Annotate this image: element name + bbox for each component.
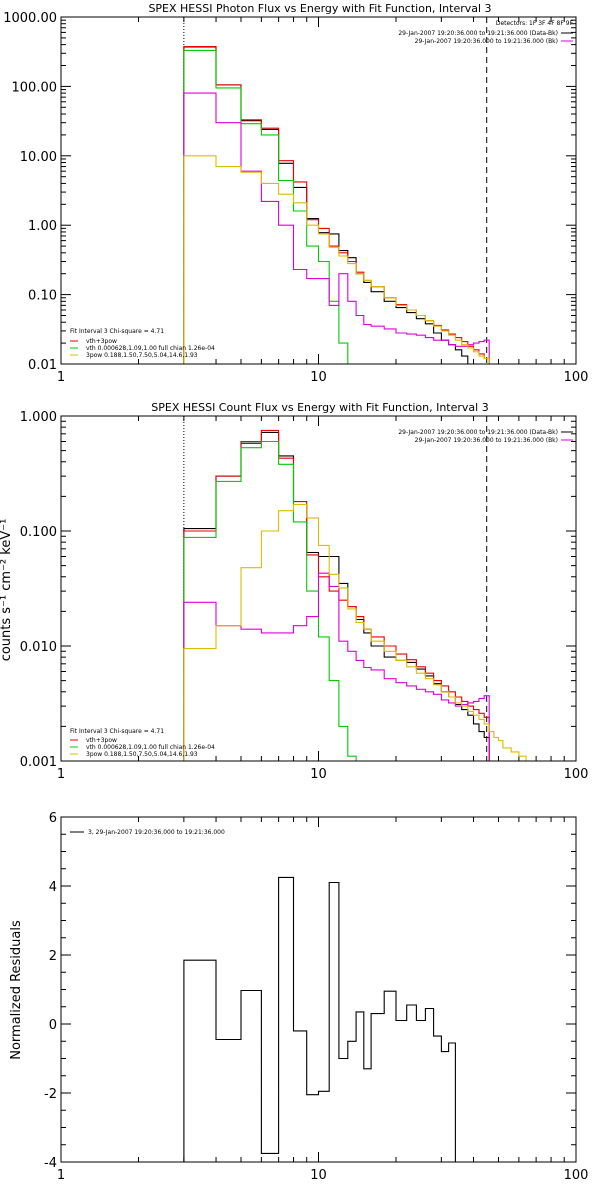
plot-frame xyxy=(60,16,577,365)
series-1-histogram xyxy=(183,46,499,365)
y-tick-label: 0.100 xyxy=(20,525,57,540)
fit-entry-3: 3pow 0.188,1.50,7.50,5.04,14.6,1.93 xyxy=(86,352,198,359)
residuals-chart: 1 10 100 -4 -2 0 2 4 6 Normalized Residuals 3, 2… xyxy=(9,811,588,1183)
residual-legend-text: 3, 29-Jan-2007 19:20:36.000 to 19:21:36.… xyxy=(88,829,225,836)
x-tick-label: 10 xyxy=(310,1168,327,1183)
chart-title: SPEX HESSI Photon Flux vs Energy with Fi… xyxy=(148,2,491,15)
fit-header-text: Fit Interval 3 Chi-square = 4.71 xyxy=(70,328,164,335)
x-tick-label: 1 xyxy=(57,370,65,385)
fit-entry-3: 3pow 0.188,1.50,7.50,5.04,14.6,1.93 xyxy=(86,751,198,758)
data-interval-text: 29-Jan-2007 19:20:36.000 to 19:21:36.000… xyxy=(398,30,558,37)
x-tick-label: 100 xyxy=(564,370,589,385)
x-tick-label: 10 xyxy=(310,767,327,782)
series-0-histogram xyxy=(183,46,499,365)
y-tick-label: 10.00 xyxy=(20,150,57,165)
series-1-histogram xyxy=(183,429,490,761)
y-tick-label: 0.001 xyxy=(20,755,57,770)
detectors-text: Detectors: 1F 3F 4F 8F 9F xyxy=(496,20,574,27)
plot-frame xyxy=(60,415,577,762)
y-tick-label: 1.000 xyxy=(20,410,57,425)
series-2-histogram xyxy=(183,440,357,761)
series-2-histogram xyxy=(183,49,349,364)
fit-entry-1: vth+3pow xyxy=(86,338,117,345)
bk-interval-text: 29-Jan-2007 19:20:36.000 to 19:21:36.000… xyxy=(415,38,558,45)
series-3-histogram xyxy=(183,572,490,761)
series-4-histogram xyxy=(183,503,540,762)
series-3-histogram xyxy=(183,92,490,364)
x-tick-label: 100 xyxy=(564,1168,589,1183)
series-0-histogram xyxy=(183,876,456,1162)
plot-frame xyxy=(60,816,577,1163)
y-tick-label: 0.010 xyxy=(20,640,57,655)
fit-entry-1: vth+3pow xyxy=(86,737,117,744)
y-tick-label: -2 xyxy=(44,1087,57,1102)
y-tick-label: 1.00 xyxy=(28,219,57,234)
y-tick-label: 0.10 xyxy=(28,289,57,304)
series-4-histogram xyxy=(183,155,503,365)
chart-title: SPEX HESSI Count Flux vs Energy with Fit… xyxy=(151,401,488,414)
y-tick-label: 4 xyxy=(49,880,57,895)
count-flux-chart: SPEX HESSI Count Flux vs Energy with Fit… xyxy=(0,401,588,782)
y-axis-label: counts s⁻¹ cm⁻² keV⁻¹ xyxy=(0,519,14,662)
fit-entry-2: vth 0.000628,1.09,1.00 full chian 1.26e-… xyxy=(86,345,215,352)
y-tick-label: 1000.00 xyxy=(3,11,57,26)
data-interval-text: 29-Jan-2007 19:20:36.000 to 19:21:36.000… xyxy=(398,429,558,436)
x-tick-label: 100 xyxy=(564,767,589,782)
x-tick-label: 10 xyxy=(310,370,327,385)
y-tick-label: 0 xyxy=(49,1018,57,1033)
bk-interval-text: 29-Jan-2007 19:20:36.000 to 19:21:36.000… xyxy=(415,437,558,444)
x-tick-label: 1 xyxy=(57,767,65,782)
y-tick-label: 100.00 xyxy=(12,80,58,95)
series-0-histogram xyxy=(183,431,490,761)
y-tick-label: 0.01 xyxy=(28,358,57,373)
x-tick-label: 1 xyxy=(57,1168,65,1183)
y-tick-label: 2 xyxy=(49,949,57,964)
y-axis-label: Normalized Residuals xyxy=(9,920,24,1060)
y-tick-label: -4 xyxy=(44,1156,57,1171)
fit-header-text: Fit Interval 3 Chi-square = 4.71 xyxy=(70,728,164,735)
photon-flux-chart: SPEX HESSI Photon Flux vs Energy with Fi… xyxy=(3,2,588,385)
y-tick-label: 6 xyxy=(49,811,57,826)
fit-entry-2: vth 0.000628,1.09,1.00 full chian 1.26e-… xyxy=(86,744,215,751)
